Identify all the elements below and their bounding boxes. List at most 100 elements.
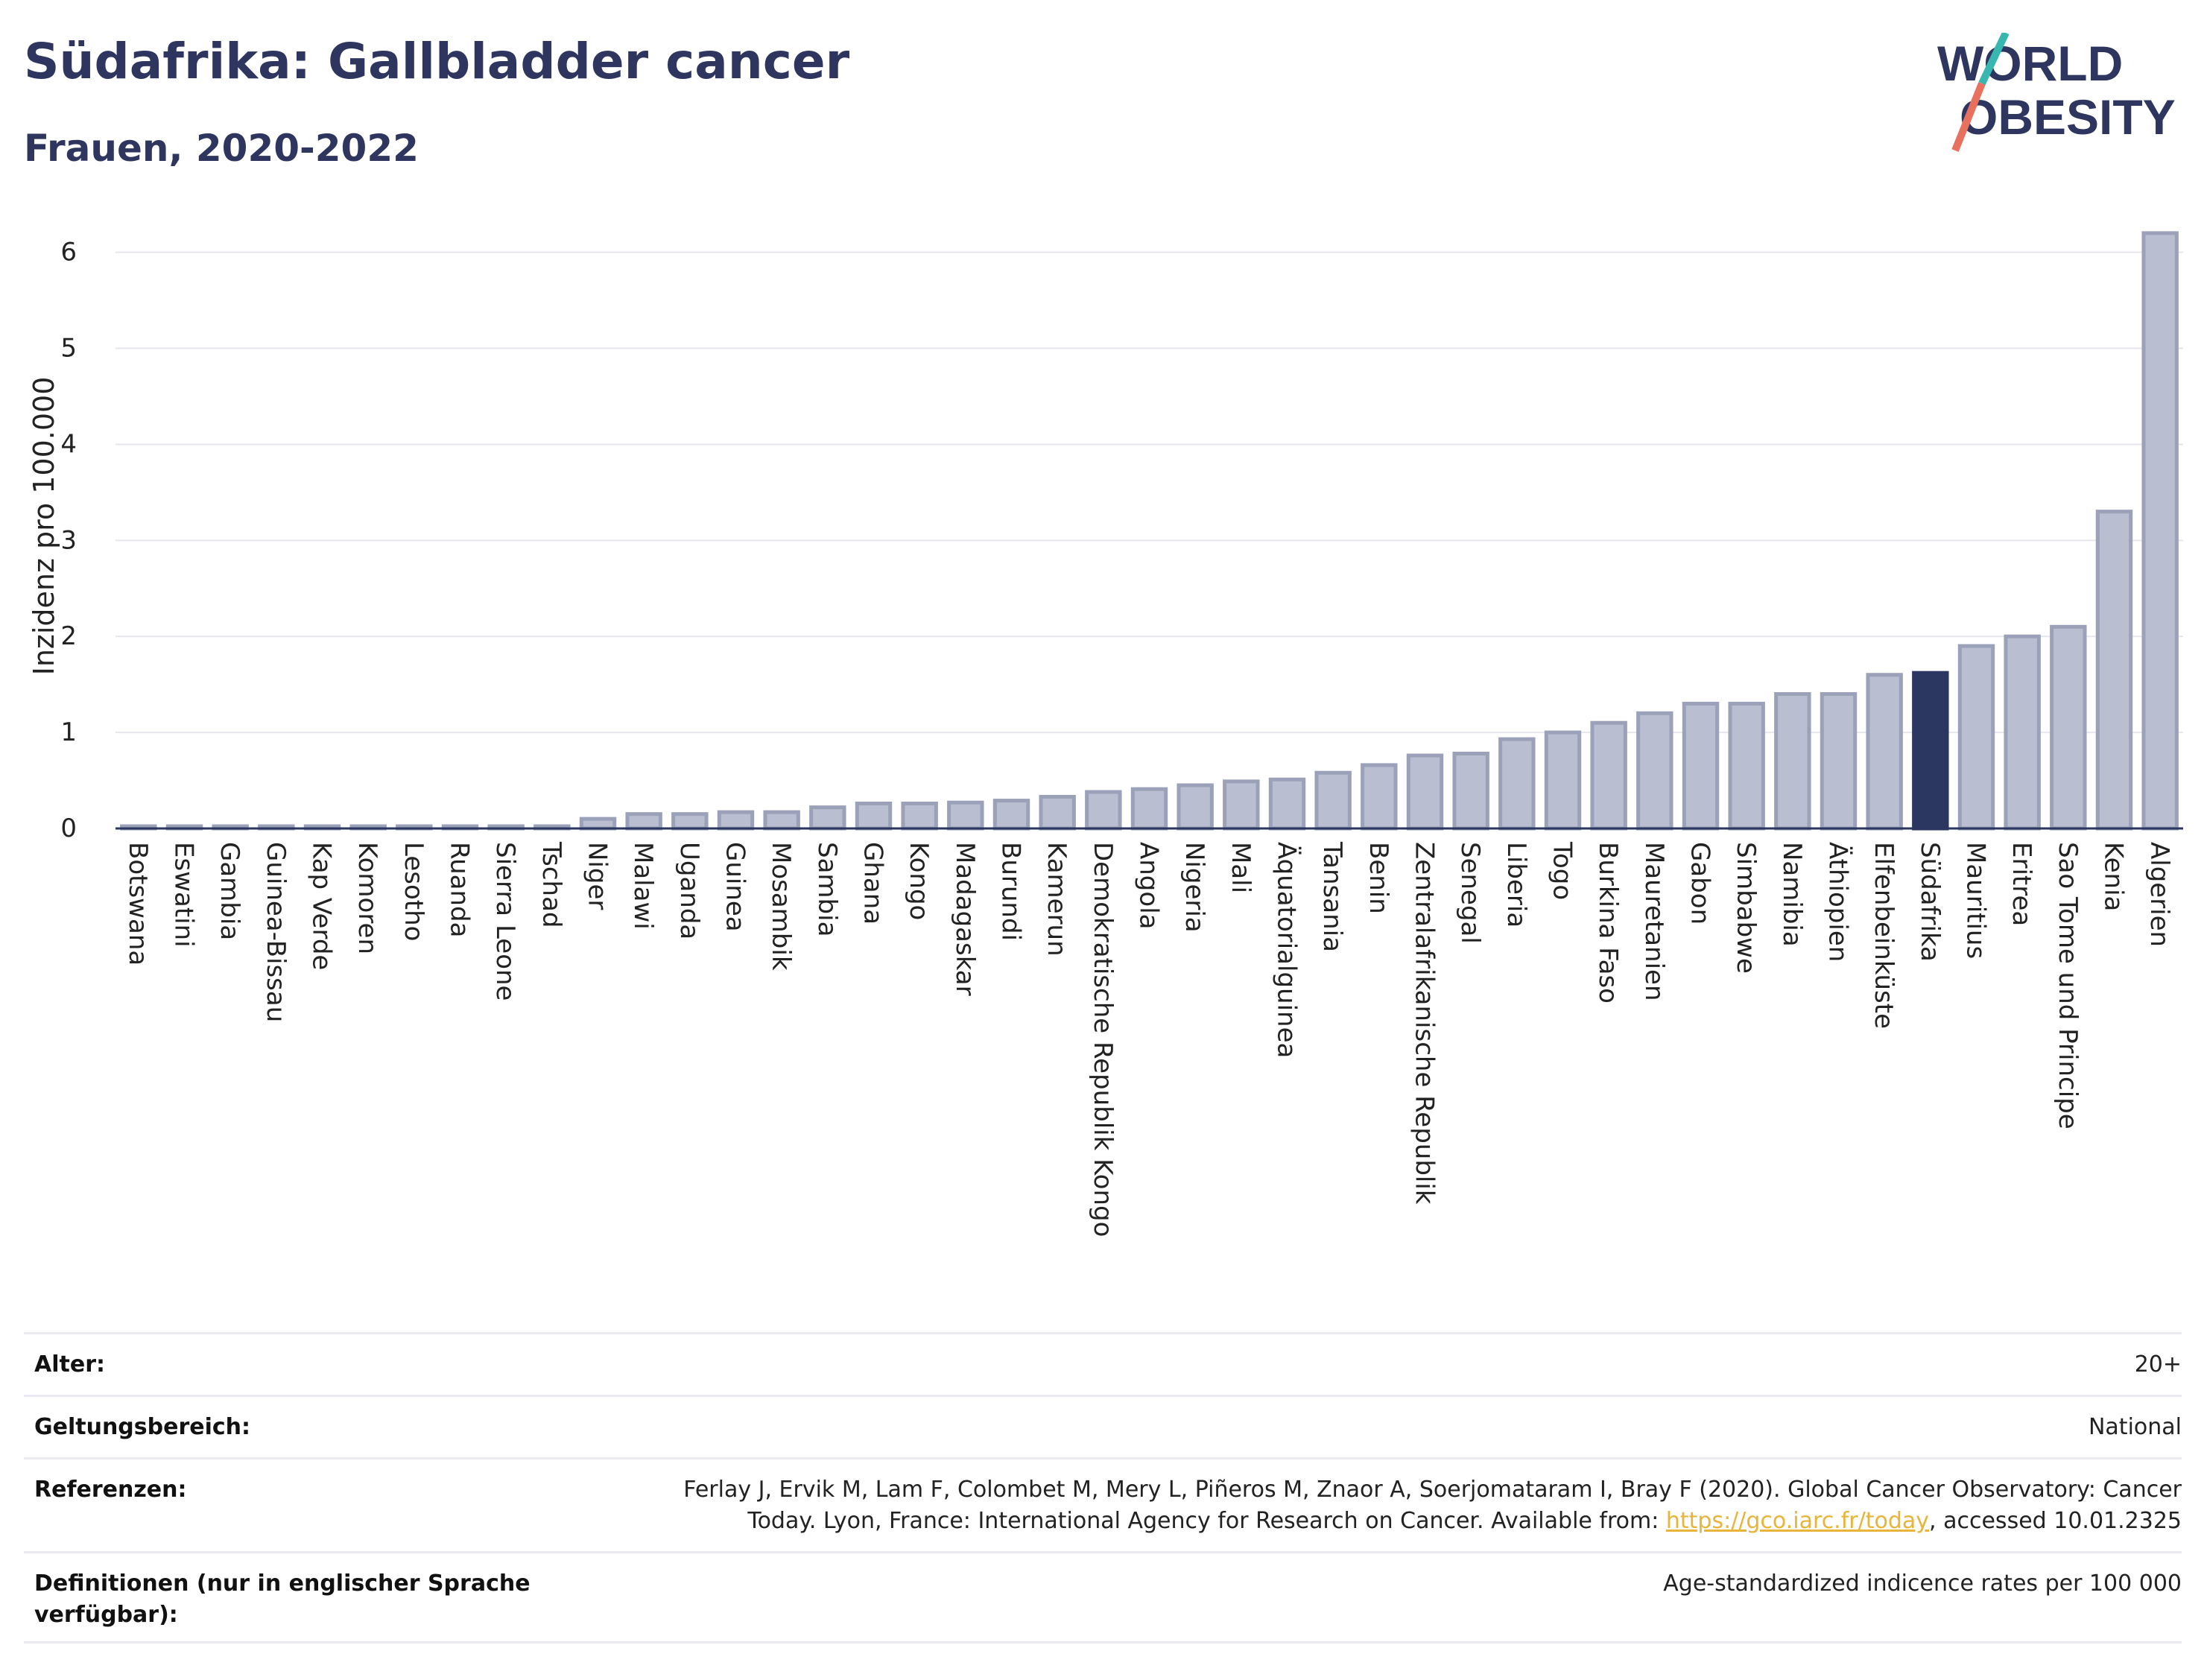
- x-tick-label: Angola: [1134, 842, 1164, 929]
- x-tick-label: Zentralafrikanische Republik: [1410, 842, 1440, 1205]
- bar: [1130, 787, 1168, 831]
- info-row-age: Alter: 20+: [24, 1332, 2182, 1395]
- logo-slash-coral: [1951, 82, 1986, 152]
- references-label: Referenzen:: [34, 1477, 187, 1503]
- x-tick-label: Malawi: [628, 842, 658, 930]
- info-row-definitions: Definitionen (nur in englischer Sprache …: [24, 1551, 2182, 1643]
- scope-label: Geltungsbereich:: [34, 1414, 251, 1440]
- x-tick-label: Nigeria: [1179, 842, 1209, 933]
- references-line2a: Today. Lyon, France: International Agenc…: [747, 1508, 1666, 1534]
- x-tick-label: Demokratische Republik Kongo: [1088, 842, 1118, 1237]
- x-tick-label: Äthiopien: [1823, 842, 1853, 962]
- bar: [2050, 624, 2087, 831]
- bar: [1866, 673, 1903, 831]
- bar: [1452, 751, 1489, 831]
- bar: [1177, 783, 1214, 831]
- bar: [579, 817, 617, 831]
- x-tick-label: Niger: [583, 842, 612, 910]
- references-line2b: , accessed 10.01.2325: [1929, 1508, 2182, 1534]
- x-tick-label: Kongo: [904, 842, 934, 920]
- bar: [1544, 730, 1582, 831]
- logo-line2: OBESITY: [1960, 89, 2176, 145]
- definitions-label: Definitionen (nur in englischer Sprache …: [34, 1570, 531, 1628]
- bar: [1039, 794, 1076, 831]
- x-tick-label: Togo: [1548, 841, 1577, 900]
- bar: [1498, 737, 1536, 831]
- bar: [625, 812, 662, 831]
- x-tick-label: Botswana: [123, 842, 153, 966]
- x-tick-label: Guinea: [721, 842, 750, 932]
- x-tick-label: Algerien: [2144, 842, 2174, 947]
- bar: [1223, 779, 1260, 831]
- references-value: Ferlay J, Ervik M, Lam F, Colombet M, Me…: [683, 1474, 2182, 1537]
- bar: [1820, 692, 1858, 831]
- x-tick-label: Mali: [1226, 842, 1255, 893]
- x-tick-label: Guinea-Bissau: [261, 842, 291, 1022]
- x-tick-label: Madagaskar: [950, 842, 980, 996]
- bar: [1728, 701, 1765, 831]
- bar: [1268, 777, 1306, 831]
- references-link[interactable]: https://gco.iarc.fr/today: [1665, 1508, 1930, 1534]
- x-tick-label: Äquatorialguinea: [1272, 842, 1302, 1058]
- x-tick-label: Namibia: [1777, 842, 1807, 947]
- x-tick-label: Tansania: [1317, 841, 1347, 952]
- info-row-references: Referenzen: Ferlay J, Ervik M, Lam F, Co…: [24, 1457, 2182, 1551]
- bar: [1682, 701, 1720, 831]
- bar: [2004, 634, 2041, 831]
- x-tick-label: Ghana: [858, 842, 888, 925]
- logo-slash-teal: [1978, 33, 2010, 86]
- bar: [947, 800, 984, 831]
- bar: [1085, 790, 1122, 831]
- x-tick-label: Kamerun: [1042, 842, 1071, 957]
- x-tick-label: Burundi: [996, 842, 1026, 941]
- scope-value: National: [2088, 1414, 2182, 1440]
- bar: [763, 810, 800, 831]
- page-subtitle: Frauen, 2020-2022: [24, 127, 419, 170]
- x-tick-label: Mauretanien: [1639, 842, 1669, 1001]
- y-tick-label: 6: [60, 238, 77, 267]
- x-tick-label: Lesotho: [399, 842, 428, 941]
- y-tick-label: 5: [60, 334, 77, 364]
- bar: [717, 810, 755, 831]
- x-tick-label: Sierra Leone: [490, 842, 520, 1001]
- x-tick-label: Sambia: [812, 842, 842, 936]
- x-tick-label: Burkina Faso: [1593, 842, 1623, 1004]
- age-label: Alter:: [34, 1351, 105, 1378]
- x-tick-label: Elfenbeinküste: [1869, 842, 1899, 1029]
- x-tick-label: Ruanda: [445, 842, 475, 937]
- bar: [855, 801, 893, 831]
- bar: [671, 812, 709, 831]
- y-tick-label: 0: [60, 814, 77, 843]
- info-table: Alter: 20+ Geltungsbereich: National Ref…: [24, 1332, 2182, 1643]
- y-tick-label: 2: [60, 621, 77, 651]
- x-tick-label: Kap Verde: [307, 842, 337, 970]
- x-tick-label: Liberia: [1501, 842, 1531, 928]
- bar: [1361, 763, 1398, 831]
- bar: [1912, 671, 1949, 831]
- x-tick-label: Gabon: [1685, 842, 1715, 925]
- info-row-scope: Geltungsbereich: National: [24, 1395, 2182, 1457]
- x-tick-label: Kenia: [2099, 842, 2129, 911]
- page-title: Südafrika: Gallbladder cancer: [24, 33, 850, 90]
- logo-line1: WORLD: [1937, 36, 2123, 91]
- x-tick-label: Komoren: [352, 842, 382, 954]
- bar: [2141, 231, 2179, 831]
- bar: [992, 799, 1030, 831]
- x-tick-label: Südafrika: [1915, 842, 1945, 962]
- y-axis-label: Inzidenz pro 100.000: [28, 377, 60, 676]
- y-tick-label: 3: [60, 525, 77, 555]
- bar: [809, 805, 846, 831]
- references-line1: Ferlay J, Ervik M, Lam F, Colombet M, Me…: [683, 1477, 2182, 1503]
- world-obesity-logo: WORLD OBESITY: [1937, 33, 2176, 152]
- y-tick-label: 1: [60, 717, 77, 747]
- x-tick-label: Eswatini: [169, 842, 199, 948]
- bar: [2095, 510, 2133, 831]
- bar: [1636, 711, 1673, 831]
- y-tick-label: 4: [60, 429, 77, 459]
- bar: [901, 801, 938, 831]
- bar: [1774, 692, 1811, 831]
- x-tick-label: Uganda: [674, 842, 704, 939]
- bar: [1314, 770, 1352, 831]
- bar-chart: 0 1 2 3 4 5 6 Inzidenz pro 100.000 Botswana Eswat…: [28, 231, 2183, 1237]
- bar: [1957, 644, 1995, 831]
